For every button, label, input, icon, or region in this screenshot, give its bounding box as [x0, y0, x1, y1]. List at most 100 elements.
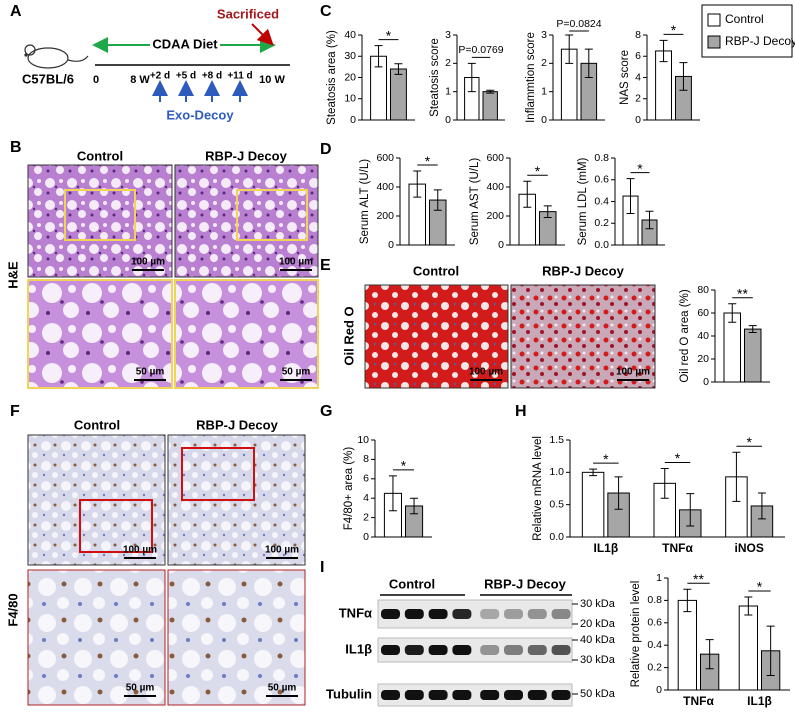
panel-label: E — [320, 257, 331, 274]
x-tick-label: iNOS — [734, 541, 763, 555]
legend-label: RBP-J Decoy — [725, 34, 795, 48]
legend-swatch — [707, 35, 721, 49]
y-tick-label: 0.6 — [594, 174, 609, 186]
y-tick-label: 8 — [363, 453, 369, 465]
panel-label: D — [320, 141, 332, 158]
zoom-box — [64, 189, 136, 241]
scale-label: 100 µm — [131, 257, 165, 268]
scale-label: 100 µm — [469, 367, 503, 378]
panel-label: A — [10, 3, 22, 20]
error-bar — [565, 34, 574, 64]
legend-label: Control — [725, 12, 764, 26]
y-axis-label: Serum ALT (U/L) — [359, 159, 371, 244]
bar — [723, 312, 741, 383]
scale-label: 100 µm — [265, 545, 299, 556]
y-tick-label: 6 — [363, 473, 369, 485]
y-tick-label: 80 — [697, 284, 709, 296]
f480-control-zoom — [27, 569, 166, 706]
sacrifice-arrow — [251, 23, 274, 46]
y-tick-label: 2 — [541, 57, 547, 69]
y-tick-label: 2 — [445, 57, 451, 69]
y-tick-label: 20 — [344, 71, 356, 83]
error-bar — [686, 493, 695, 527]
y-tick-label: 0 — [703, 376, 709, 388]
scale-label: 50 µm — [126, 683, 155, 694]
panel-label: G — [320, 403, 332, 420]
he-decoy — [174, 164, 319, 278]
significance: * — [675, 450, 681, 466]
band — [527, 609, 547, 619]
band — [504, 609, 523, 619]
y-tick-label: 0 — [635, 114, 641, 126]
marker-label: 30 kDa — [580, 654, 616, 666]
y-axis-label: Inflammtion score — [525, 32, 537, 123]
y-tick-label: 60 — [697, 307, 709, 319]
significance: ** — [737, 286, 748, 302]
marker-label: 30 kDa — [580, 598, 616, 610]
y-axis-label: Relative protein level — [630, 581, 642, 688]
band — [480, 609, 500, 619]
y-tick-label: 2 — [635, 93, 641, 105]
zoom-box — [236, 189, 308, 241]
y-tick-label: 0 — [656, 684, 662, 696]
error-bar — [584, 48, 593, 78]
he-decoy-zoom — [174, 279, 319, 389]
bar — [482, 91, 498, 121]
y-tick-label: 0.8 — [647, 594, 662, 606]
y-tick-label: 40 — [697, 330, 709, 342]
blot-strip — [377, 683, 573, 707]
y-axis-label: Steatosis area (%) — [326, 30, 338, 125]
timeline-label: +8 d — [202, 71, 222, 82]
error-bar — [679, 62, 688, 91]
error-bar — [523, 180, 532, 208]
group-label: Control — [389, 576, 435, 591]
y-tick-label: 1.0 — [549, 466, 564, 478]
band — [527, 645, 547, 655]
significance: * — [603, 451, 609, 467]
band — [452, 690, 472, 700]
y-tick-label: 40 — [344, 29, 356, 41]
error-bar — [705, 639, 714, 670]
injection-arrows — [152, 80, 248, 102]
timeline-label: +11 d — [227, 71, 252, 82]
zoom-box — [79, 499, 153, 553]
band — [404, 645, 424, 655]
y-tick-label: 0.2 — [647, 661, 662, 673]
error-bar — [728, 303, 737, 323]
error-bar — [589, 468, 598, 477]
treatment: Exo-Decoy — [166, 107, 234, 122]
panel-label: B — [10, 139, 22, 156]
error-bar — [645, 210, 654, 230]
band — [381, 645, 400, 655]
x-tick-label: IL1β — [593, 541, 618, 555]
he-control — [27, 164, 173, 278]
group-label: Control — [413, 263, 459, 278]
stain-label: F4/80 — [5, 593, 20, 626]
endpoint: Sacrificed — [217, 6, 279, 21]
band — [527, 690, 547, 700]
band — [551, 690, 571, 700]
significance: * — [637, 160, 643, 176]
y-tick-label: 0.2 — [594, 217, 609, 229]
significance: P=0.0769 — [458, 44, 503, 56]
band — [381, 690, 400, 700]
he-control-zoom — [27, 279, 173, 389]
y-tick-label: 1.5 — [549, 434, 564, 446]
x-tick-label: TNFα — [683, 694, 714, 708]
error-bar — [744, 596, 753, 616]
oil-control — [364, 284, 509, 389]
error-bar — [394, 63, 403, 75]
error-bar — [732, 451, 741, 502]
error-bar — [659, 39, 668, 63]
panel-label: F — [10, 403, 20, 420]
diet-bg — [150, 37, 220, 53]
y-tick-label: 600 — [376, 152, 394, 164]
x-tick-label: TNFα — [662, 541, 693, 555]
group-label: RBP-J Decoy — [484, 576, 566, 591]
band — [428, 690, 448, 700]
error-bar — [433, 189, 442, 211]
mouse-icon — [24, 44, 89, 69]
band — [428, 645, 448, 655]
y-tick-label: 8 — [635, 29, 641, 41]
